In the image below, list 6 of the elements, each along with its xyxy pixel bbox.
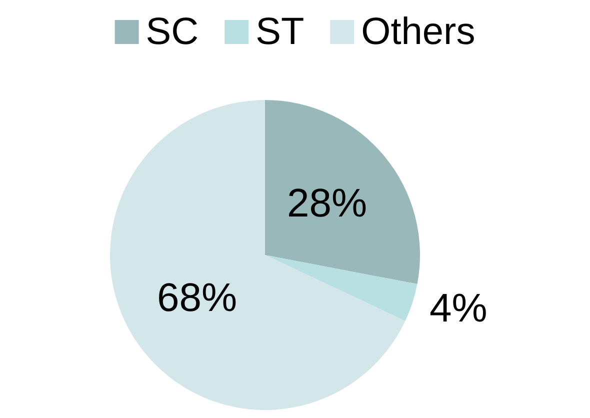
data-label: 28% [286,182,368,226]
data-label: 68% [157,276,238,320]
data-label: 4% [430,286,488,330]
legend-label: SC [146,11,199,53]
legend-label: Others [361,11,476,53]
legend-label: ST [256,11,304,53]
